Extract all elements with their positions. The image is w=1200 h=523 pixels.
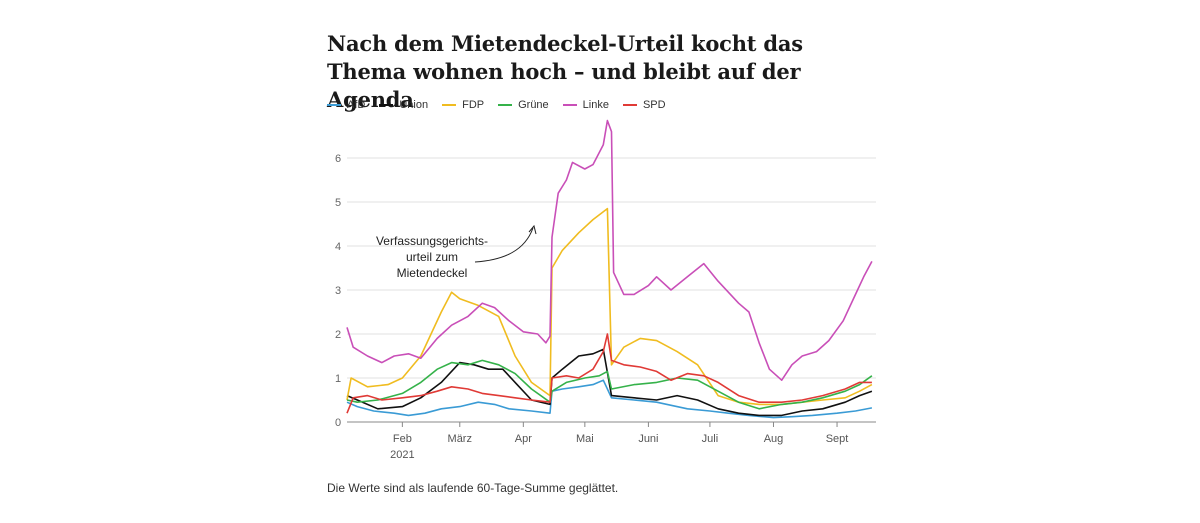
legend-item-linke: Linke (562, 99, 609, 111)
line-chart: 0 1 2 3 4 5 6 Feb 2021 März Apr Mai Juni Juli Aug Sept (335, 119, 876, 461)
series-line-grüne (346, 359, 873, 410)
legend-label: FDP (462, 99, 485, 111)
chart-title: Nach dem Mietendeckel-Urteil kocht das T… (327, 31, 803, 112)
legend-item-afd: AfD (327, 99, 365, 111)
series-line-fdp (346, 207, 873, 406)
x-tick-label: Juni (638, 433, 658, 445)
y-tick-label: 5 (335, 197, 341, 209)
legend-swatch (562, 104, 577, 106)
legend-label: SPD (642, 99, 666, 111)
y-tick-label: 6 (335, 153, 341, 165)
series-line-spd (346, 333, 872, 414)
annotation-line: Verfassungsgerichts- (375, 234, 489, 248)
x-tick-label: Apr (515, 433, 532, 445)
legend-swatch (622, 104, 637, 106)
legend-item-union: Union (379, 99, 428, 111)
y-tick-label: 4 (335, 241, 341, 253)
series-line-union (346, 348, 873, 417)
series-line-linke (346, 119, 873, 382)
legend-item-grüne: Grüne (498, 99, 549, 111)
annotation-line: Mietendeckel (396, 266, 468, 280)
y-tick-label: 1 (335, 373, 341, 385)
y-tick-label: 3 (335, 285, 341, 297)
legend-label: Union (399, 99, 429, 111)
legend-item-fdp: FDP (442, 99, 484, 111)
chart-caption: Die Werte sind als laufende 60-Tage-Summ… (327, 481, 619, 495)
y-tick-label: 2 (335, 329, 341, 341)
x-tick-label: Sept (826, 433, 849, 445)
legend-label: AfD (347, 99, 366, 111)
legend-swatch (327, 104, 341, 106)
x-tick-label: Mai (576, 433, 594, 445)
y-axis-tick-labels: 0 1 2 3 4 5 6 (335, 153, 341, 429)
legend-item-spd: SPD (622, 99, 666, 111)
legend-label: Grüne (518, 99, 549, 111)
legend-label: Linke (582, 99, 609, 111)
x-tick-label: März (448, 433, 472, 445)
x-axis-tick-labels: Feb 2021 März Apr Mai Juni Juli Aug Sept (390, 422, 848, 461)
y-grid (347, 157, 876, 423)
chart-legend: AfD Union FDP Grüne Linke SPD (327, 99, 666, 111)
annotation-arrow (474, 227, 534, 263)
x-tick-label: Aug (764, 433, 784, 445)
annotation-text: Verfassungsgerichts- urteil zum Mietende… (368, 233, 496, 281)
x-tick-label: Juli (702, 433, 719, 445)
legend-swatch (498, 104, 513, 106)
annotation-line: urteil zum (405, 250, 458, 264)
x-tick-sublabel: 2021 (390, 449, 414, 461)
series-line-afd (346, 379, 873, 419)
x-tick-label: Feb (393, 433, 412, 445)
legend-swatch (379, 104, 394, 106)
legend-swatch (442, 104, 457, 106)
y-tick-label: 0 (335, 417, 341, 429)
series-lines (346, 119, 873, 419)
annotation-arrowhead (528, 224, 537, 235)
